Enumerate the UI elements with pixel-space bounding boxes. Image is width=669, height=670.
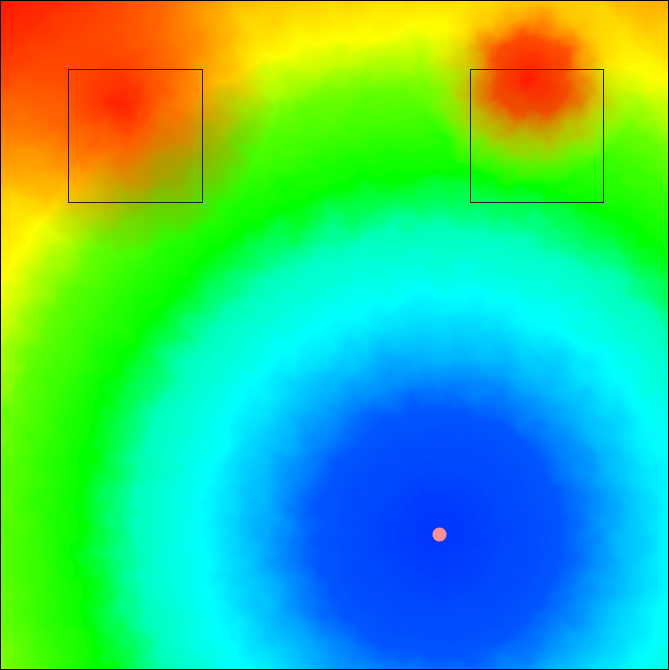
region-box-left — [68, 69, 203, 203]
source-marker — [432, 527, 447, 542]
region-box-right — [470, 69, 604, 203]
